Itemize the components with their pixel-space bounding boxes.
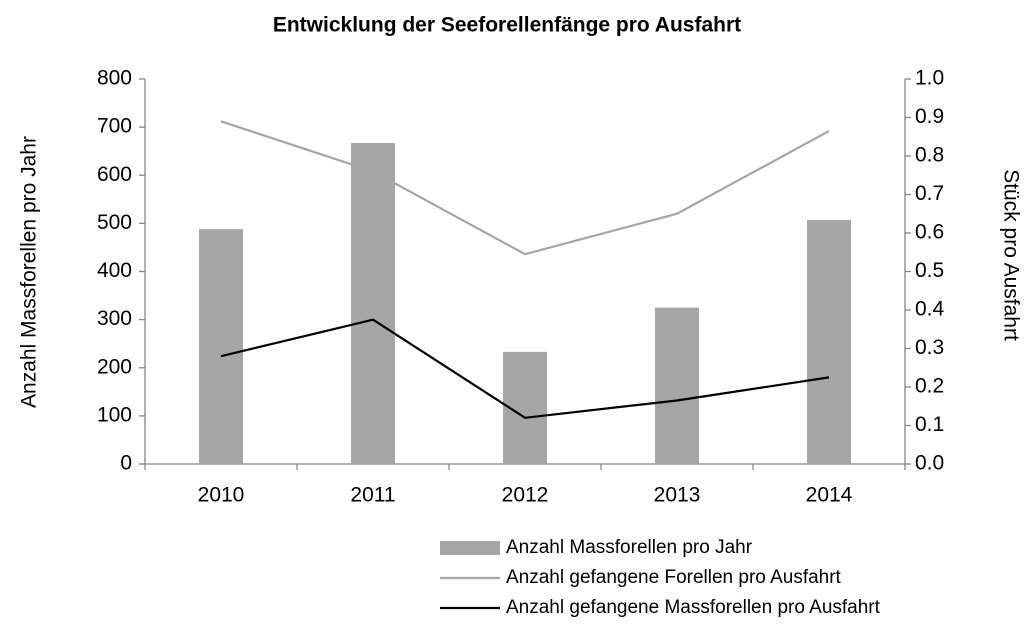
legend-swatch (440, 541, 500, 555)
y2-axis-title: Stück pro Ausfahrt (999, 169, 1022, 341)
y2-tick-label: 0.0 (915, 452, 944, 475)
x-tick-label: 2011 (350, 484, 395, 507)
bar (655, 307, 699, 464)
chart-title: Entwicklung der Seeforellenfänge pro Aus… (273, 14, 741, 37)
y2-tick-label: 1.0 (915, 67, 944, 90)
y2-tick-label: 0.8 (915, 144, 944, 167)
y2-tick-label: 0.7 (915, 182, 944, 205)
y2-tick-label: 0.3 (915, 336, 944, 359)
legend-label: Anzahl gefangene Massforellen pro Ausfah… (506, 597, 881, 618)
y-tick-label: 0 (120, 452, 132, 475)
y2-tick-label: 0.9 (915, 105, 944, 128)
x-tick-label: 2010 (198, 484, 245, 507)
y2-tick-label: 0.2 (915, 375, 944, 398)
y-tick-label: 700 (97, 115, 132, 138)
y2-tick-label: 0.4 (915, 298, 945, 321)
y2-tick-label: 0.1 (915, 413, 944, 436)
legend-label: Anzahl gefangene Forellen pro Ausfahrt (506, 567, 842, 588)
line (220, 318, 830, 419)
y-tick-label: 800 (97, 67, 132, 90)
y-tick-label: 300 (97, 307, 132, 330)
y-tick-label: 600 (97, 163, 132, 186)
bar (807, 220, 851, 464)
legend-label: Anzahl Massforellen pro Jahr (506, 537, 753, 558)
y-tick-label: 400 (97, 259, 132, 282)
y-tick-label: 200 (97, 355, 132, 378)
y2-tick-label: 0.5 (915, 259, 944, 282)
bar (351, 143, 395, 464)
x-tick-label: 2013 (654, 484, 701, 507)
x-tick-label: 2012 (502, 484, 549, 507)
y-tick-label: 500 (97, 211, 132, 234)
y2-tick-label: 0.6 (915, 221, 944, 244)
line (220, 120, 830, 256)
y-axis-title: Anzahl Massforellen pro Jahr (18, 136, 41, 408)
y-tick-label: 100 (97, 403, 132, 426)
bar (199, 229, 243, 464)
x-tick-label: 2014 (806, 484, 853, 507)
